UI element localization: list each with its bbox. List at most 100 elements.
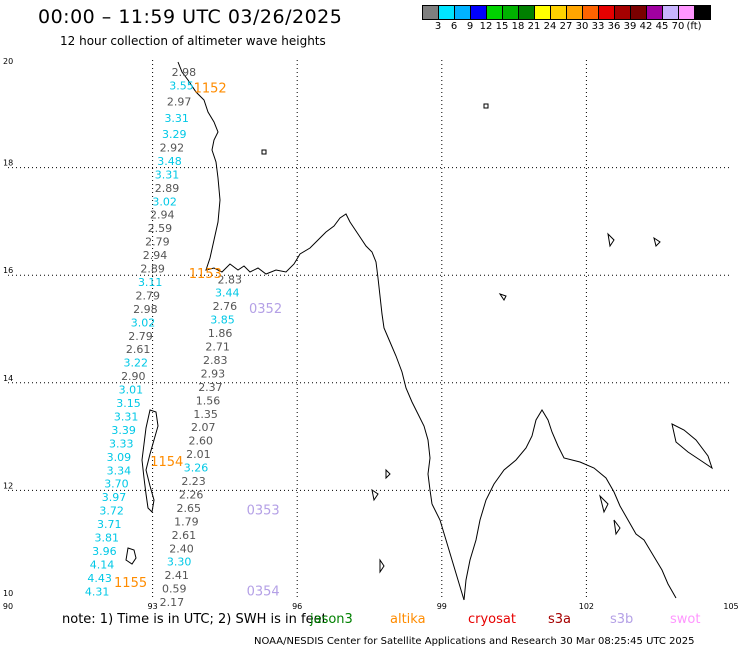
wave-height-value: 3.30 bbox=[167, 556, 192, 569]
color-scale bbox=[422, 5, 711, 20]
credit-line: NOAA/NESDIS Center for Satellite Applica… bbox=[254, 636, 695, 647]
wave-height-value: 3.71 bbox=[97, 518, 122, 531]
scale-label: 18 bbox=[511, 21, 525, 32]
longitude-label: 102 bbox=[579, 602, 594, 611]
scale-label: 21 bbox=[527, 21, 541, 32]
wave-height-value: 2.89 bbox=[140, 263, 165, 276]
wave-height-value: 1.86 bbox=[208, 327, 233, 340]
wave-height-value: 2.94 bbox=[143, 249, 168, 262]
scale-label: 30 bbox=[575, 21, 589, 32]
scale-label: 27 bbox=[559, 21, 573, 32]
wave-height-value: 2.23 bbox=[181, 475, 206, 488]
island-5 bbox=[498, 293, 507, 301]
map-title: 00:00 – 11:59 UTC 03/26/2025 bbox=[38, 6, 343, 28]
wave-height-value: 3.96 bbox=[92, 545, 117, 558]
island-7 bbox=[599, 494, 609, 514]
wave-height-value: 3.31 bbox=[155, 168, 180, 181]
wave-height-value: 1.35 bbox=[193, 408, 218, 421]
island-10 bbox=[371, 488, 379, 502]
satellite-legend-item: cryosat bbox=[468, 612, 516, 627]
pass-time-label: 0352 bbox=[249, 302, 282, 317]
wave-height-value: 3.97 bbox=[102, 491, 127, 504]
wave-height-value: 2.92 bbox=[160, 141, 185, 154]
coastline-gulf bbox=[463, 409, 677, 601]
wave-height-value: 3.15 bbox=[116, 397, 141, 410]
wave-height-value: 0.59 bbox=[162, 583, 187, 596]
wave-height-value: 2.90 bbox=[121, 370, 146, 383]
wave-height-value: 3.48 bbox=[157, 155, 182, 168]
wave-height-value: 3.29 bbox=[162, 128, 187, 141]
latitude-label: 16 bbox=[3, 266, 13, 275]
wave-height-value: 2.65 bbox=[177, 502, 202, 515]
pass-time-label: 1152 bbox=[194, 81, 227, 96]
wave-height-value: 3.81 bbox=[95, 532, 120, 545]
island-3 bbox=[607, 232, 615, 248]
satellite-legend-item: s3b bbox=[610, 612, 634, 627]
wave-height-value: 2.61 bbox=[126, 343, 151, 356]
scale-label: 45 bbox=[655, 21, 669, 32]
island-4 bbox=[653, 236, 661, 247]
scale-label: 6 bbox=[450, 21, 458, 32]
satellite-legend-item: s3a bbox=[548, 612, 572, 627]
wave-height-value: 3.39 bbox=[111, 424, 136, 437]
wave-height-value: 2.07 bbox=[191, 421, 216, 434]
wave-height-points: 2.983.552.973.313.292.923.483.312.893.02… bbox=[85, 66, 242, 609]
wave-height-value: 3.02 bbox=[152, 195, 177, 208]
wave-height-value: 2.89 bbox=[155, 182, 180, 195]
scale-label: (ft) bbox=[686, 21, 702, 32]
latitude-label: 10 bbox=[3, 589, 13, 598]
wave-height-value: 2.83 bbox=[203, 354, 228, 367]
scale-label: 36 bbox=[607, 21, 621, 32]
andaman-north bbox=[141, 409, 159, 514]
coastline-peninsula bbox=[431, 503, 465, 601]
wave-height-value: 2.98 bbox=[133, 303, 158, 316]
scale-label: 42 bbox=[639, 21, 653, 32]
island-1 bbox=[483, 103, 489, 109]
longitude-label: 96 bbox=[292, 602, 302, 611]
wave-height-value: 2.94 bbox=[150, 209, 175, 222]
wave-height-value: 3.72 bbox=[99, 505, 124, 518]
island-2 bbox=[261, 149, 267, 155]
wave-height-value: 3.34 bbox=[107, 464, 132, 477]
pass-time-label: 1154 bbox=[150, 455, 183, 470]
island-11 bbox=[379, 558, 385, 574]
longitude-labels: 90 93 96 99 102 105 bbox=[3, 602, 739, 611]
latitude-label: 14 bbox=[3, 374, 13, 383]
wave-height-value: 2.26 bbox=[179, 488, 204, 501]
wave-height-value: 2.40 bbox=[169, 542, 194, 555]
pass-time-label: 0353 bbox=[247, 504, 280, 519]
scale-label: 70 bbox=[671, 21, 685, 32]
wave-height-value: 3.31 bbox=[114, 410, 139, 423]
scale-label: 3 bbox=[434, 21, 442, 32]
satellite-legend-item: altika bbox=[390, 612, 426, 627]
island-8 bbox=[613, 519, 621, 536]
wave-height-value: 3.33 bbox=[109, 437, 134, 450]
wave-height-value: 2.61 bbox=[172, 529, 197, 542]
scale-label: 9 bbox=[466, 21, 474, 32]
longitude-label: 99 bbox=[437, 602, 447, 611]
scale-label: 39 bbox=[623, 21, 637, 32]
wave-height-value: 2.41 bbox=[164, 569, 189, 582]
satellite-legend-item: swot bbox=[670, 612, 701, 627]
longitude-label: 93 bbox=[148, 602, 158, 611]
scale-swatch bbox=[694, 5, 711, 20]
pass-time-label: 1155 bbox=[114, 576, 147, 591]
grid-lines bbox=[8, 60, 731, 598]
wave-height-value: 2.59 bbox=[148, 222, 173, 235]
latitude-label: 18 bbox=[3, 159, 13, 168]
pass-time-label: 1153 bbox=[189, 267, 222, 282]
wave-height-value: 2.37 bbox=[198, 381, 223, 394]
scale-label: 24 bbox=[543, 21, 557, 32]
wave-height-value: 1.79 bbox=[174, 515, 199, 528]
map-subtitle: 12 hour collection of altimeter wave hei… bbox=[60, 34, 326, 48]
wave-height-value: 2.79 bbox=[136, 289, 161, 302]
scale-label: 15 bbox=[495, 21, 509, 32]
wave-height-value: 3.09 bbox=[107, 451, 132, 464]
wave-height-value: 2.79 bbox=[128, 330, 153, 343]
wave-height-value: 4.14 bbox=[90, 558, 115, 571]
latitude-label: 12 bbox=[3, 481, 13, 490]
longitude-label: 105 bbox=[723, 602, 738, 611]
wave-height-value: 3.02 bbox=[131, 316, 156, 329]
wave-height-value: 2.83 bbox=[217, 273, 242, 286]
